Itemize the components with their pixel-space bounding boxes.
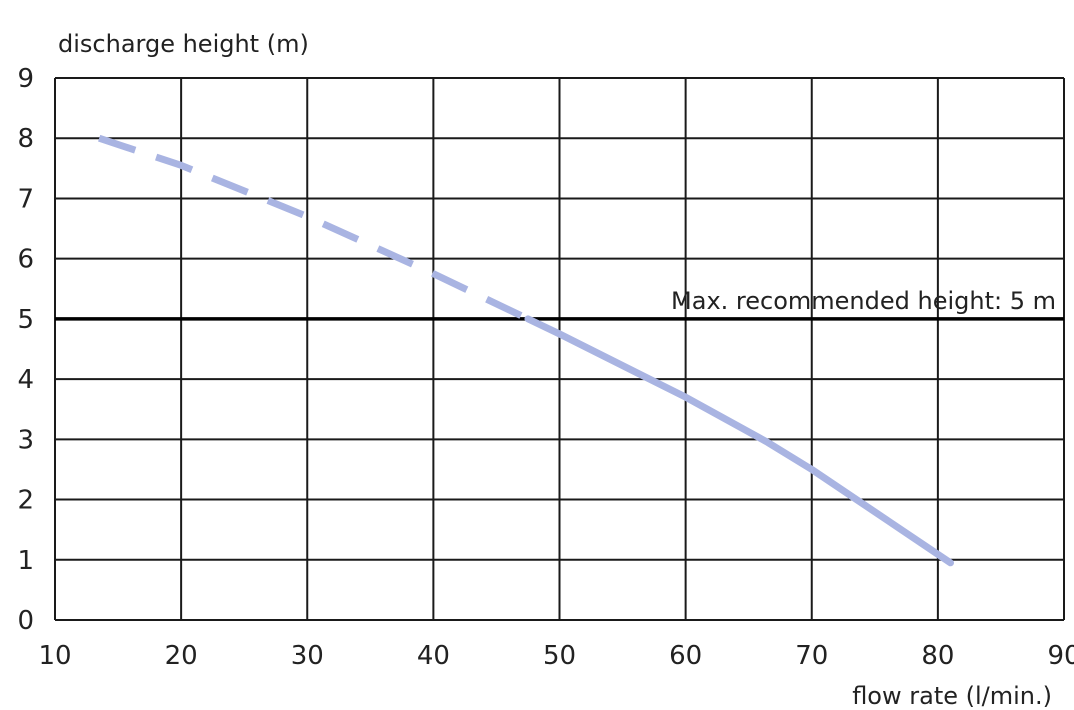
reference-line-group: Max. recommended height: 5 m (55, 287, 1064, 321)
x-axis-label: flow rate (l/min.) (852, 682, 1052, 710)
y-tick-label: 3 (17, 425, 34, 455)
y-axis-label: discharge height (m) (58, 30, 309, 58)
x-tick-label: 50 (543, 641, 576, 671)
series-line-solid (524, 315, 954, 567)
series-group (98, 134, 954, 567)
y-tick-label: 8 (17, 124, 34, 154)
x-tick-label: 90 (1047, 641, 1074, 671)
x-tick-label: 60 (669, 641, 702, 671)
y-tick-label: 2 (17, 486, 34, 516)
y-tick-label: 1 (17, 546, 34, 576)
series-line-dashed (98, 134, 530, 323)
reference-line-label: Max. recommended height: 5 m (671, 287, 1056, 315)
x-tick-label: 20 (165, 641, 198, 671)
x-tick-label: 80 (921, 641, 954, 671)
grid (54, 77, 1065, 621)
tick-labels: 10 20 30 40 50 60 70 80 90 0 1 2 3 4 5 6 7 8 9 (17, 64, 1074, 671)
y-tick-label: 0 (17, 606, 34, 636)
x-tick-label: 30 (291, 641, 324, 671)
y-tick-label: 5 (17, 305, 34, 335)
y-tick-label: 9 (17, 64, 34, 94)
y-tick-label: 6 (17, 245, 34, 275)
x-tick-label: 40 (417, 641, 450, 671)
x-tick-label: 70 (795, 641, 828, 671)
y-tick-label: 4 (17, 365, 34, 395)
y-tick-label: 7 (17, 184, 34, 214)
x-tick-label: 10 (38, 641, 71, 671)
